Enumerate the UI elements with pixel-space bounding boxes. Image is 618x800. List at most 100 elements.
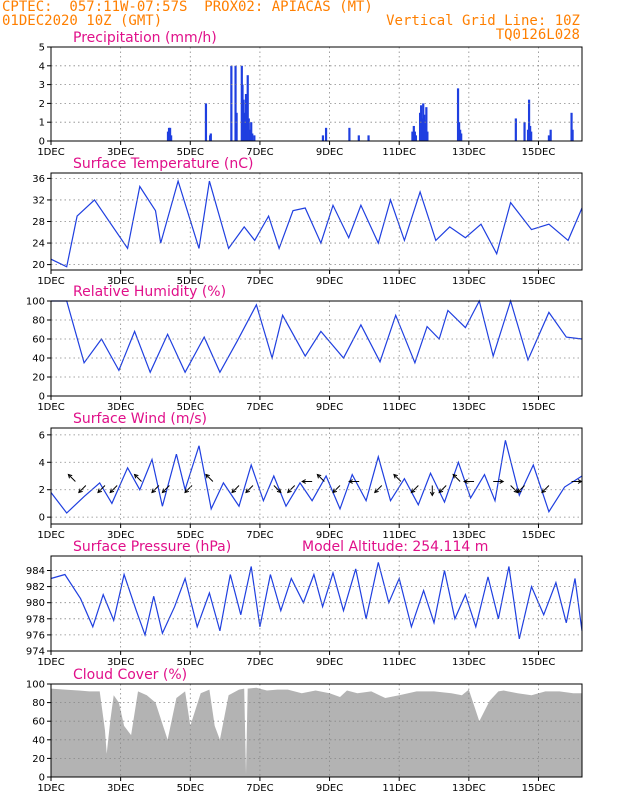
x-tick-label: 13DEC bbox=[452, 657, 486, 668]
y-tick-label: 6 bbox=[39, 430, 45, 441]
precipitation-bar bbox=[547, 135, 551, 141]
wind-arrow bbox=[316, 474, 325, 482]
wind-arrow-head bbox=[276, 488, 282, 494]
x-tick-label: 5DEC bbox=[177, 530, 204, 541]
cloud-cover-frame bbox=[50, 683, 583, 778]
x-tick-label: 9DEC bbox=[316, 657, 343, 668]
header-date: 01DEC2020 10Z (GMT) bbox=[2, 13, 163, 29]
precipitation-bar bbox=[244, 94, 248, 141]
precipitation-bar bbox=[414, 135, 418, 141]
cloud-cover-area bbox=[51, 687, 582, 777]
y-tick-label: 0 bbox=[39, 137, 45, 148]
precipitation-bar bbox=[571, 129, 574, 141]
precipitation-bar bbox=[168, 127, 172, 141]
x-tick-label: 1DEC bbox=[37, 147, 64, 158]
wind-arrow-head bbox=[499, 479, 505, 484]
wind-arrow-head bbox=[151, 488, 156, 494]
y-tick-label: 5 bbox=[39, 43, 45, 54]
x-tick-label: 7DEC bbox=[246, 402, 273, 413]
humidity-title: Relative Humidity (%) bbox=[73, 284, 226, 300]
precipitation-bar bbox=[549, 129, 552, 141]
humidity-series-line bbox=[51, 298, 583, 374]
precipitation-bar bbox=[170, 135, 173, 141]
x-tick-label: 15DEC bbox=[522, 657, 556, 668]
wind-arrow-head bbox=[348, 479, 353, 484]
x-tick-label: 5DEC bbox=[177, 276, 204, 287]
precipitation-bar bbox=[246, 75, 249, 141]
wind-arrow-head bbox=[316, 473, 322, 479]
wind-arrow bbox=[231, 485, 240, 493]
x-tick-label: 13DEC bbox=[452, 530, 486, 541]
y-tick-label: 80 bbox=[32, 316, 45, 327]
x-tick-label: 7DEC bbox=[246, 147, 273, 158]
precipitation-title: Precipitation (mm/h) bbox=[73, 30, 217, 46]
wind-arrow bbox=[134, 474, 142, 482]
y-tick-label: 0 bbox=[39, 392, 45, 403]
precipitation-bar bbox=[251, 133, 254, 141]
pressure-series-line bbox=[50, 562, 583, 640]
humidity-frame bbox=[50, 300, 583, 397]
wind-arrow-head bbox=[452, 473, 458, 479]
wind-arrow bbox=[452, 474, 461, 482]
x-tick-label: 9DEC bbox=[316, 402, 343, 413]
y-tick-label: 3 bbox=[39, 80, 45, 91]
y-tick-label: 36 bbox=[32, 174, 45, 185]
y-tick-label: 2 bbox=[39, 99, 45, 110]
x-tick-label: 13DEC bbox=[452, 783, 486, 794]
wind-arrow bbox=[245, 485, 254, 493]
precipitation-bar bbox=[523, 122, 526, 141]
x-tick-label: 3DEC bbox=[107, 402, 134, 413]
y-tick-label: 980 bbox=[26, 598, 45, 609]
x-tick-label: 9DEC bbox=[316, 783, 343, 794]
x-tick-label: 3DEC bbox=[107, 147, 134, 158]
wind-arrow bbox=[332, 485, 341, 493]
wind-arrow bbox=[510, 485, 518, 493]
x-tick-label: 11DEC bbox=[382, 530, 416, 541]
wind-arrow-head bbox=[133, 473, 139, 479]
x-tick-label: 13DEC bbox=[452, 402, 486, 413]
wind-arrow-head bbox=[245, 488, 250, 494]
x-tick-label: 11DEC bbox=[382, 147, 416, 158]
y-tick-label: 60 bbox=[32, 335, 45, 346]
x-tick-label: 15DEC bbox=[522, 402, 556, 413]
precipitation-bar bbox=[426, 131, 429, 141]
precipitation-bar bbox=[348, 127, 351, 141]
y-tick-label: 24 bbox=[32, 239, 45, 250]
y-tick-label: 0 bbox=[39, 773, 45, 784]
x-tick-label: 5DEC bbox=[177, 402, 204, 413]
wind-arrow bbox=[374, 485, 383, 493]
precipitation-bar bbox=[247, 118, 250, 141]
y-tick-label: 1 bbox=[39, 118, 45, 129]
precipitation-bar bbox=[253, 135, 256, 141]
pressure-annotation: Model Altitude: 254.114 m bbox=[302, 539, 488, 555]
y-tick-label: 28 bbox=[32, 217, 45, 228]
panel-cloud-cover: Cloud Cover (%) 0 20 40 60 80 100 1DEC 3DEC 5DEC 7… bbox=[26, 667, 583, 794]
x-tick-label: 9DEC bbox=[316, 276, 343, 287]
wind-arrow bbox=[541, 485, 550, 493]
wind-arrow bbox=[205, 474, 214, 482]
x-tick-label: 15DEC bbox=[522, 530, 556, 541]
precipitation-bar bbox=[460, 133, 463, 141]
temperature-title: Surface Temperature (nC) bbox=[73, 156, 254, 172]
y-tick-label: 40 bbox=[32, 354, 45, 365]
y-tick-label: 80 bbox=[32, 698, 45, 709]
precipitation-bar bbox=[209, 133, 212, 141]
wind-arrow bbox=[162, 485, 170, 493]
panel-humidity: Relative Humidity (%) 0 20 40 60 80 100 1DEC 3DE… bbox=[26, 284, 583, 413]
x-tick-label: 9DEC bbox=[316, 147, 343, 158]
y-tick-label: 2 bbox=[39, 485, 45, 496]
x-tick-label: 11DEC bbox=[382, 657, 416, 668]
pressure-title: Surface Pressure (hPa) bbox=[73, 539, 231, 555]
y-tick-label: 0 bbox=[39, 513, 45, 524]
y-tick-label: 982 bbox=[26, 582, 45, 593]
y-tick-label: 976 bbox=[26, 630, 45, 641]
x-tick-label: 13DEC bbox=[452, 276, 486, 287]
x-tick-label: 7DEC bbox=[246, 657, 273, 668]
y-tick-label: 978 bbox=[26, 614, 45, 625]
panel-pressure: Surface Pressure (hPa) Model Altitude: 25… bbox=[26, 539, 583, 668]
x-tick-label: 11DEC bbox=[382, 276, 416, 287]
wind-series-line bbox=[50, 440, 583, 514]
y-tick-label: 100 bbox=[26, 297, 45, 308]
y-tick-label: 20 bbox=[32, 260, 45, 271]
y-tick-label: 4 bbox=[39, 458, 45, 469]
